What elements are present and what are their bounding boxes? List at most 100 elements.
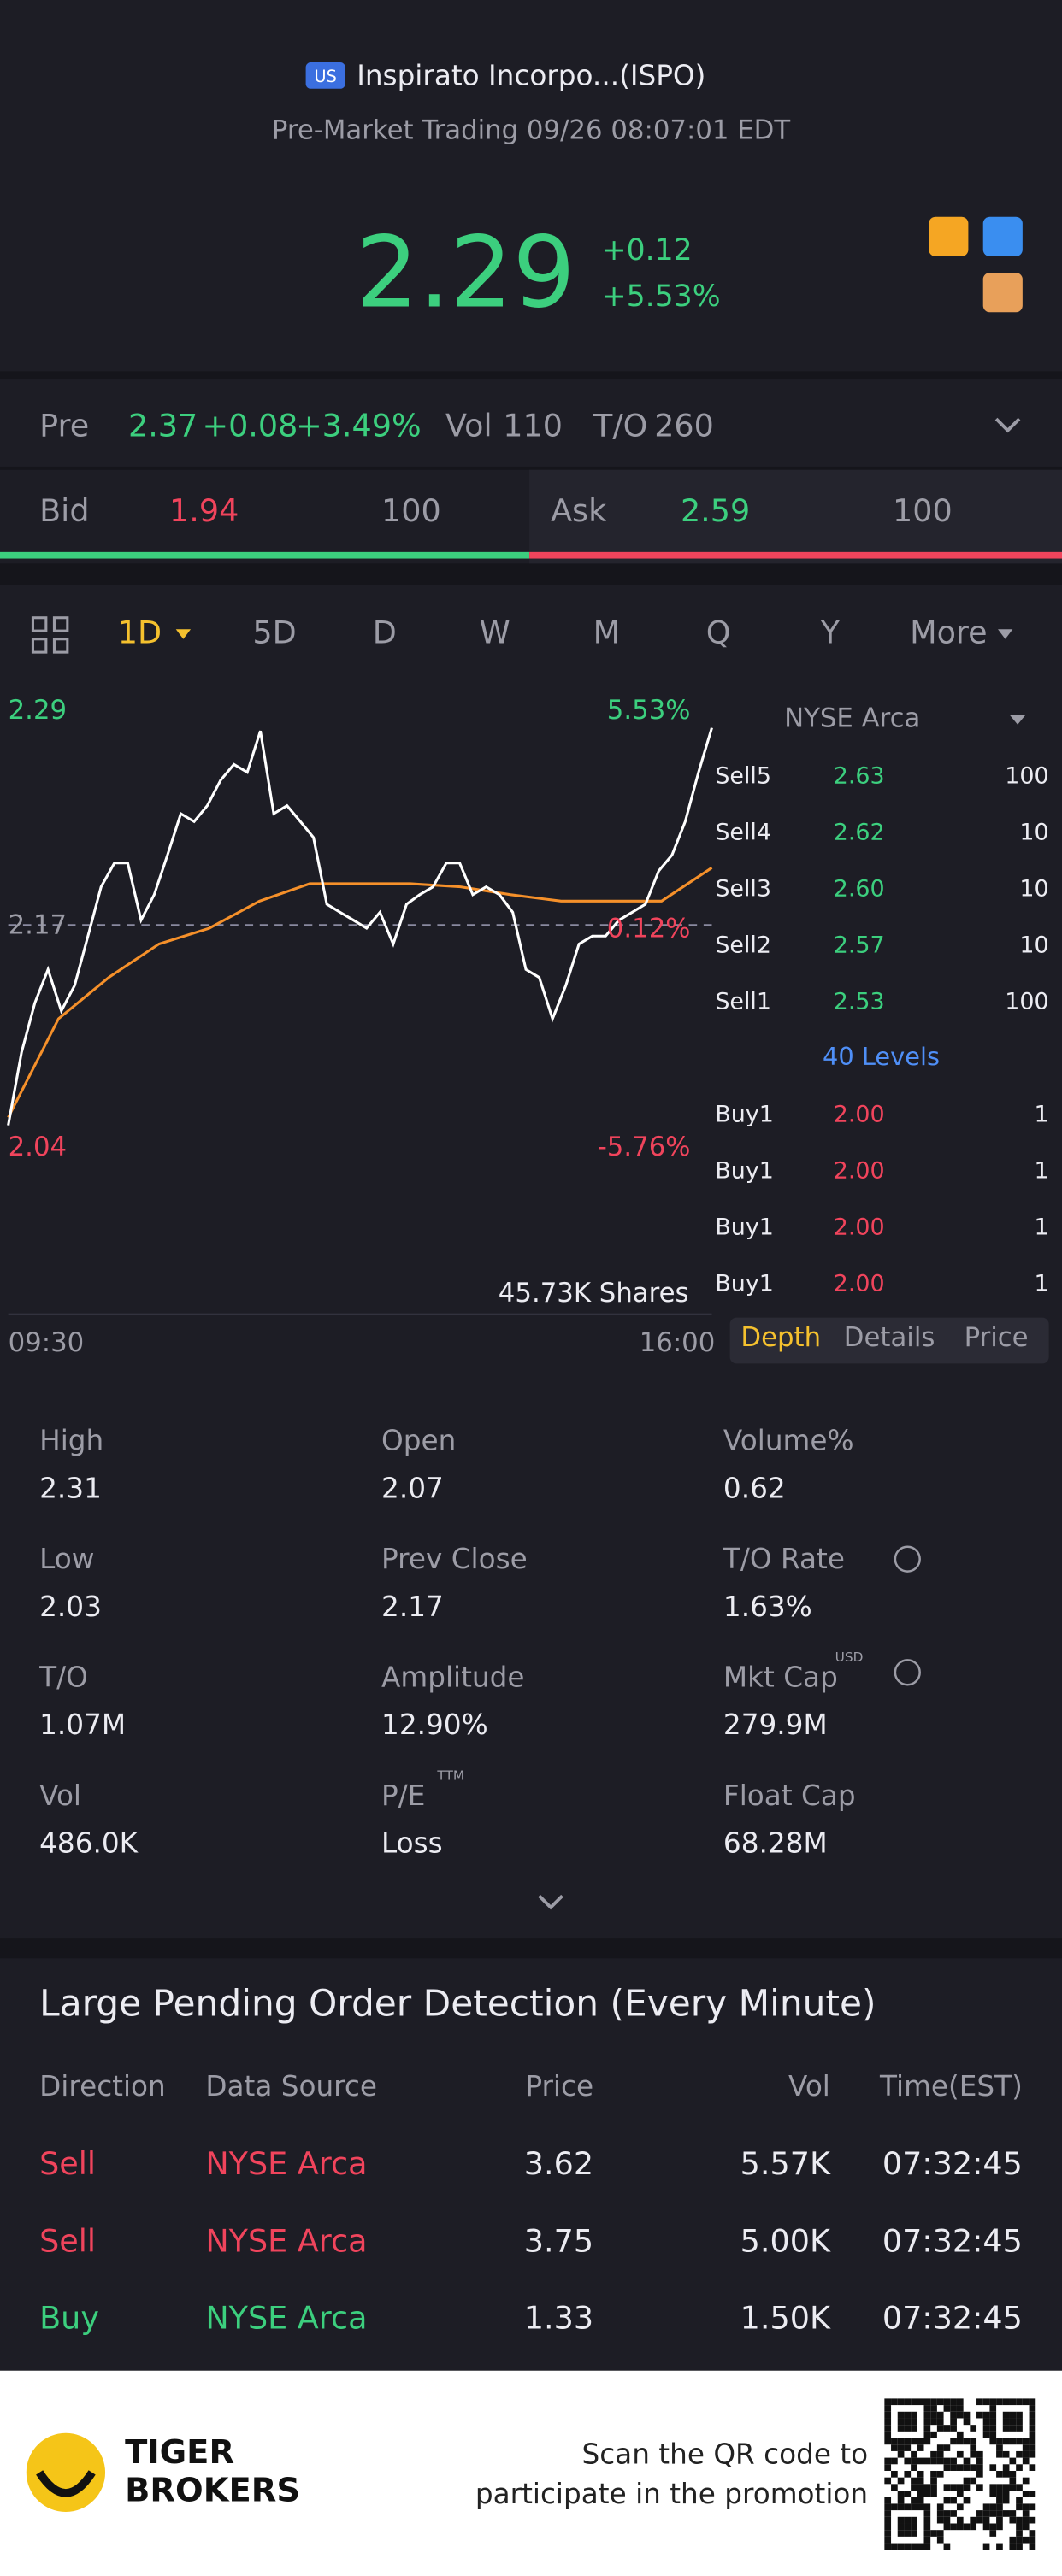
info-icon[interactable] [894,1545,921,1573]
qr-code [884,2398,1036,2550]
qr-cell [930,2477,937,2485]
qr-cell [1016,2425,1023,2432]
period-tab[interactable]: 1D [118,614,162,650]
qr-cell [989,2491,997,2497]
pre-change: +0.08 [202,407,298,444]
period-tab[interactable]: More [910,614,988,650]
order-cell: Sell [39,2222,96,2259]
qr-cell [996,2398,1003,2406]
order-cell: 5.57K [740,2145,831,2182]
qr-cell [943,2516,951,2524]
qr-cell [936,2425,944,2432]
qr-cell [911,2530,917,2537]
qr-cell [911,2516,917,2524]
levels-link[interactable]: 40 Levels [823,1042,940,1071]
qr-cell [884,2516,892,2524]
qr-cell [950,2497,957,2504]
info-icon[interactable] [894,1659,921,1686]
qr-cell [884,2530,892,2537]
qr-cell [943,2405,951,2412]
qr-cell [1029,2438,1036,2445]
qr-cell [956,2464,964,2471]
qr-cell [1016,2497,1023,2504]
icon[interactable] [982,273,1023,313]
qr-cell [884,2418,892,2426]
level-price: 2.62 [834,820,885,846]
ask-bg [529,469,1062,564]
qr-cell [963,2457,971,2465]
qr-cell [923,2405,931,2412]
column-header: Data Source [205,2070,377,2103]
period-tab[interactable]: Y [820,614,841,650]
qr-cell [923,2536,931,2544]
qr-cell [970,2425,977,2432]
grid-icon[interactable] [31,616,69,654]
qr-cell [884,2425,892,2432]
book-tab[interactable]: Depth [740,1322,821,1353]
level-size: 1 [1034,1102,1048,1128]
note: USD [835,1650,864,1665]
qr-cell [1009,2411,1017,2419]
axis-label: 2.04 [9,1132,67,1162]
qr-cell [1029,2530,1036,2537]
qr-cell [923,2523,931,2531]
qr-cell [1029,2491,1036,2497]
qr-cell [923,2491,931,2497]
period-tab[interactable]: Q [706,614,731,650]
level-price: 2.00 [834,1102,885,1128]
qr-cell [1016,2516,1023,2524]
qr-cell [989,2503,997,2511]
price-line [7,727,713,1126]
qr-cell [976,2464,983,2471]
qr-cell [976,2457,983,2465]
icon[interactable] [929,216,969,256]
qr-cell [1029,2444,1036,2451]
qr-cell [930,2491,937,2497]
qr-cell [956,2523,964,2531]
qr-cell [1029,2398,1036,2406]
expand-stats[interactable] [538,1894,563,1910]
order-cell: 1.50K [740,2300,831,2337]
stat-value: 486.0K [39,1827,139,1860]
qr-cell [884,2438,892,2445]
qr-cell [970,2477,977,2485]
book-tab[interactable]: Price [965,1322,1029,1353]
qr-cell [1029,2516,1036,2524]
qr-cell [904,2543,912,2550]
qr-cell [1009,2425,1017,2432]
qr-cell [1016,2543,1023,2550]
qr-cell [904,2523,912,2531]
period-tab[interactable]: W [480,614,510,650]
qr-cell [943,2543,951,2550]
qr-cell [989,2418,997,2426]
qr-cell [1029,2431,1036,2438]
book-tab[interactable]: Details [844,1322,935,1353]
qr-cell [917,2484,924,2491]
price: 2.29 [356,216,575,331]
qr-cell [963,2484,971,2491]
qr-cell [911,2411,917,2419]
qr-cell [943,2510,951,2517]
expand[interactable] [994,417,1021,433]
order-cell: 3.62 [524,2145,593,2182]
stat-value: Loss [381,1827,443,1860]
period-tab[interactable]: D [373,614,397,650]
icon[interactable] [982,216,1023,256]
qr-cell [897,2438,905,2445]
qr-cell [917,2503,924,2511]
qr-cell [989,2438,997,2445]
qr-cell [1009,2516,1017,2524]
qr-cell [956,2491,964,2497]
qr-cell [963,2418,971,2426]
period-tab[interactable]: 5D [252,614,296,650]
promo: participate in the promotion [475,2478,868,2510]
qr-cell [976,2484,983,2491]
qr-cell [989,2405,997,2412]
qr-cell [930,2398,937,2406]
qr-cell [976,2516,983,2524]
order-cell: Sell [39,2145,96,2182]
qr-cell [904,2470,912,2478]
period-tab[interactable]: M [593,614,621,650]
qr-cell [996,2484,1003,2491]
qr-cell [930,2431,937,2438]
